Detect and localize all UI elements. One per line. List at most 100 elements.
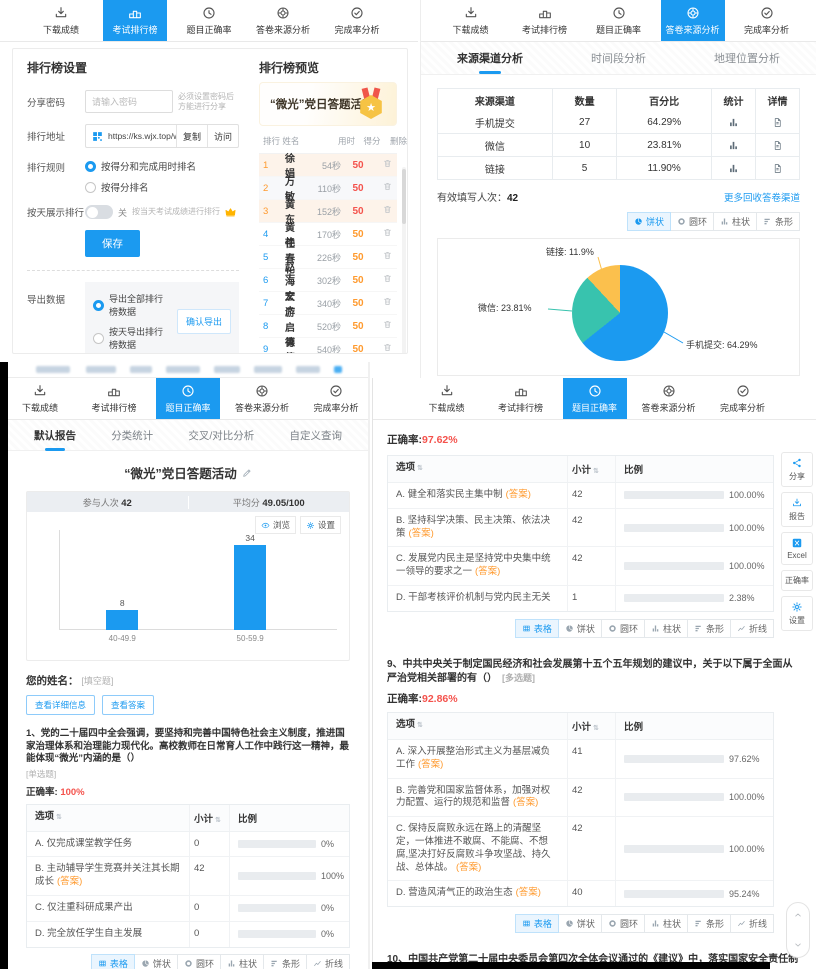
rule-option-score-time[interactable]: 按得分和完成用时排名 [85,159,196,173]
tab-completion-analysis[interactable]: 完成率分析 [325,0,389,41]
radio-off-icon[interactable] [85,181,96,193]
chevron-up-icon[interactable] [793,910,803,920]
trash-icon[interactable] [375,227,393,241]
report-download-button[interactable]: 报告 [781,492,813,527]
radio-off-icon[interactable] [93,332,104,344]
chart-type-table[interactable]: 表格 [90,953,135,969]
share-button[interactable]: 分享 [781,452,813,487]
chart-type-pie[interactable]: 饼状 [626,212,671,231]
tab-download-scores[interactable]: 下载成绩 [8,378,72,419]
tab-exam-ranking[interactable]: 考试排行榜 [103,0,167,41]
chart-type-ring[interactable]: 圆环 [669,212,714,231]
trash-icon[interactable] [375,204,393,218]
subtab-cross-analysis[interactable]: 交叉/对比分析 [188,429,255,442]
chart-type-column[interactable]: 柱状 [643,618,688,638]
subtab-geo[interactable]: 地理位置分析 [714,53,780,65]
chart-type-bar[interactable]: 条形 [686,914,731,934]
trash-icon[interactable] [375,158,393,172]
tab-source-analysis[interactable]: 答卷来源分析 [251,0,315,41]
subtab-custom-query[interactable]: 自定义查询 [289,429,342,442]
subtab-channel[interactable]: 来源渠道分析 [455,42,525,74]
chart-type-line[interactable]: 折线 [729,618,774,638]
copy-button[interactable]: 复制 [175,125,207,147]
trash-icon[interactable] [375,250,393,264]
confirm-export-button[interactable]: 确认导出 [176,309,231,334]
tab-source-analysis[interactable]: 答卷来源分析 [660,0,725,41]
view-answers-button[interactable]: 查看答案 [102,695,155,715]
tab-completion-analysis[interactable]: 完成率分析 [711,378,775,419]
radio-on-icon[interactable] [93,299,104,311]
radio-on-icon[interactable] [85,160,96,172]
chart-type-line[interactable]: 折线 [729,914,774,934]
chart-type-ring[interactable]: 圆环 [176,953,221,969]
save-button[interactable]: 保存 [85,230,140,257]
detail-doc-icon[interactable] [772,117,783,128]
stats-bar-icon[interactable] [728,117,739,128]
chart-type-column[interactable]: 柱状 [219,953,264,969]
chart-type-bar[interactable]: 条形 [686,618,731,638]
visit-button[interactable]: 访问 [206,125,238,147]
excel-export-button[interactable]: Excel [781,532,813,565]
chart-type-table[interactable]: 表格 [514,914,559,934]
settings-button[interactable]: 设置 [781,596,813,631]
sort-icon[interactable]: ⇅ [215,816,221,824]
tab-exam-ranking[interactable]: 考试排行榜 [489,378,553,419]
chart-type-column[interactable]: 柱状 [712,212,757,231]
chart-type-column[interactable]: 柱状 [643,914,688,934]
view-details-button[interactable]: 查看详细信息 [26,695,96,715]
tab-download-scores[interactable]: 下载成绩 [439,0,503,41]
daily-ranking-toggle[interactable] [85,205,113,219]
scrollbar[interactable] [402,167,406,353]
sort-icon[interactable]: ⇅ [417,465,423,472]
trash-icon[interactable] [375,296,393,310]
rule-option-score[interactable]: 按得分排名 [85,180,196,194]
detail-doc-icon[interactable] [772,163,783,174]
tab-question-accuracy[interactable]: 题目正确率 [562,378,627,419]
chart-type-ring[interactable]: 圆环 [600,914,645,934]
stats-bar-icon[interactable] [728,140,739,151]
chart-type-table[interactable]: 表格 [514,618,559,638]
trash-icon[interactable] [375,273,393,287]
subtab-category-stats[interactable]: 分类统计 [111,429,154,442]
chevron-down-icon[interactable] [793,940,803,950]
source-row: 微信 10 23.81% [438,133,799,156]
chart-settings-button[interactable]: 设置 [299,516,341,534]
tab-exam-ranking[interactable]: 考试排行榜 [82,378,146,419]
tab-source-analysis[interactable]: 答卷来源分析 [637,378,701,419]
sort-icon[interactable]: ⇅ [56,813,62,821]
sort-icon[interactable]: ⇅ [417,721,423,729]
stats-bar-icon[interactable] [728,163,739,174]
chart-type-pie[interactable]: 饼状 [133,953,178,969]
export-by-day-option[interactable]: 按天导出排行榜数据 [93,325,169,351]
subtab-time[interactable]: 时间段分析 [591,53,646,65]
browse-button[interactable]: 浏览 [254,516,296,534]
share-password-input[interactable] [85,90,173,113]
tab-completion-analysis[interactable]: 完成率分析 [735,0,799,41]
tab-question-accuracy[interactable]: 题目正确率 [156,378,220,419]
detail-doc-icon[interactable] [772,140,783,151]
export-all-option[interactable]: 导出全部排行榜数据 [93,292,169,318]
sort-icon[interactable]: ⇅ [593,468,599,475]
chart-type-line[interactable]: 折线 [305,953,350,969]
tab-completion-analysis[interactable]: 完成率分析 [304,378,368,419]
chart-type-pie[interactable]: 饼状 [557,618,602,638]
accuracy-button[interactable]: 正确率 [781,570,813,591]
trash-icon[interactable] [375,342,393,353]
tab-source-analysis[interactable]: 答卷来源分析 [230,378,294,419]
chart-type-pie[interactable]: 饼状 [557,914,602,934]
chart-type-ring[interactable]: 圆环 [600,618,645,638]
chart-type-bar[interactable]: 条形 [755,212,800,231]
tab-exam-ranking[interactable]: 考试排行榜 [513,0,577,41]
qr-code-icon[interactable] [86,125,108,147]
tab-download-scores[interactable]: 下载成绩 [29,0,93,41]
tab-question-accuracy[interactable]: 题目正确率 [587,0,651,41]
subtab-default-report[interactable]: 默认报告 [32,420,78,451]
more-channels-link[interactable]: 更多回收答卷渠道 [723,192,800,204]
edit-icon[interactable] [242,468,252,478]
trash-icon[interactable] [375,319,393,333]
chart-type-bar[interactable]: 条形 [262,953,307,969]
tab-download-scores[interactable]: 下载成绩 [415,378,479,419]
tab-question-accuracy[interactable]: 题目正确率 [177,0,241,41]
sort-icon[interactable]: ⇅ [593,724,599,732]
trash-icon[interactable] [375,181,393,195]
